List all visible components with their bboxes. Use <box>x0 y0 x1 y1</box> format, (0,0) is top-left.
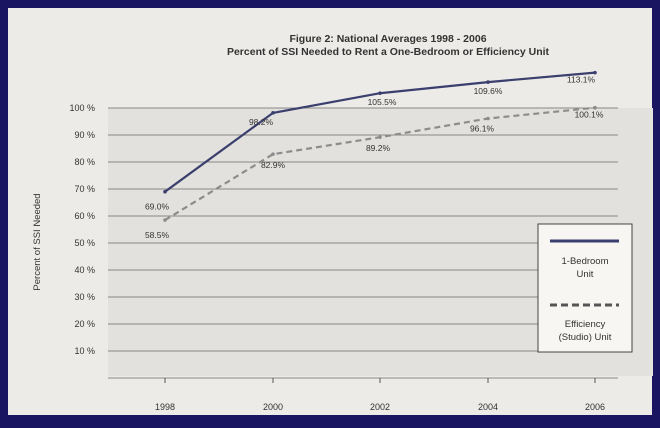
data-point <box>378 91 382 95</box>
data-label: 82.9% <box>261 160 286 170</box>
data-label: 113.1% <box>567 75 596 85</box>
data-point <box>593 105 597 110</box>
data-point <box>163 189 167 194</box>
x-tick-label: 2006 <box>585 402 605 412</box>
y-tick-label: 50 % <box>74 238 95 248</box>
data-label: 69.0% <box>145 202 170 212</box>
chart-title: Figure 2: National Averages 1998 - 2006 <box>289 33 486 45</box>
gridlines <box>108 107 618 379</box>
x-tick-label: 2004 <box>478 402 498 412</box>
y-tick-label: 20 % <box>74 319 95 329</box>
series-lines <box>163 70 597 222</box>
y-axis-label: Percent of SSI Needed <box>32 193 43 290</box>
legend: 1-Bedroom Unit Efficiency (Studio) Unit <box>537 223 633 353</box>
data-label: 100.1% <box>575 110 604 120</box>
legend-box <box>537 223 633 353</box>
y-tick-label: 10 % <box>74 346 95 356</box>
data-label: 58.5% <box>145 230 170 240</box>
y-tick-label: 80 % <box>74 157 95 167</box>
x-tick-label: 1998 <box>155 402 175 412</box>
data-label: 105.5% <box>368 97 397 107</box>
data-point <box>378 135 382 139</box>
x-tick-label: 2000 <box>263 402 283 412</box>
y-tick-label: 60 % <box>74 211 95 221</box>
x-tick-label: 2002 <box>370 402 390 412</box>
data-point <box>486 80 490 84</box>
x-axis-ticks: 1998 2000 2002 2004 2006 <box>155 378 605 412</box>
data-point <box>271 111 275 115</box>
y-tick-label: 90 % <box>74 130 95 140</box>
y-tick-label: 30 % <box>74 292 95 302</box>
y-tick-label: 100 % <box>69 103 95 113</box>
data-point <box>486 116 490 121</box>
legend-label-1-bedroom-line2: Unit <box>577 269 594 280</box>
data-label: 98.2% <box>249 117 274 127</box>
data-label: 109.6% <box>474 86 503 96</box>
data-point <box>163 218 167 222</box>
legend-label-efficiency-line2: (Studio) Unit <box>559 332 612 343</box>
data-label: 89.2% <box>366 143 391 153</box>
chart-subtitle: Percent of SSI Needed to Rent a One-Bedr… <box>227 46 550 58</box>
legend-label-1-bedroom-line1: 1-Bedroom <box>562 256 609 267</box>
legend-label-efficiency-line1: Efficiency <box>565 319 606 330</box>
data-point <box>593 70 597 75</box>
data-label: 96.1% <box>470 124 495 134</box>
y-tick-label: 70 % <box>74 184 95 194</box>
y-axis-ticks: 100 % 90 % 80 % 70 % 60 % 50 % 40 % 30 % 20 % 10 … <box>69 103 95 356</box>
y-tick-label: 40 % <box>74 265 95 275</box>
data-labels: 69.0% 98.2% 105.5% 109.6% 113.1% 58.5% 82.9% 89… <box>145 75 604 240</box>
data-point <box>271 152 275 156</box>
